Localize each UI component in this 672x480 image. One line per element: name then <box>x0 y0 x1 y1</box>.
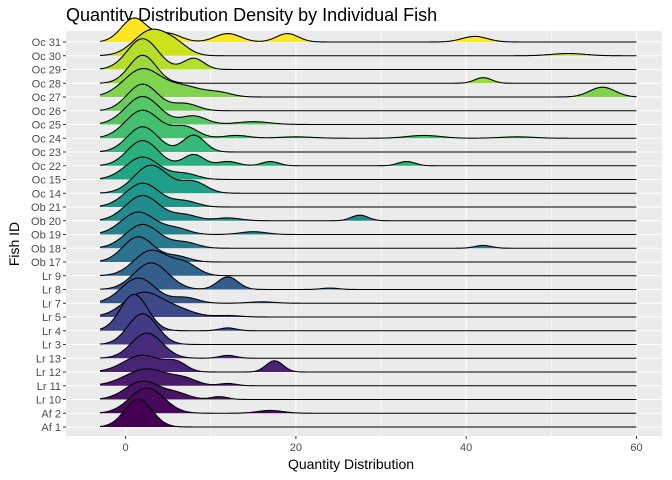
y-tick-label: Lr 4 <box>42 326 61 338</box>
y-axis-label: Fish ID <box>6 222 22 266</box>
y-tick-label: Ob 18 <box>31 243 61 255</box>
ridge-outline <box>100 28 637 57</box>
y-tick-label: Lr 7 <box>42 298 61 310</box>
ridge-outline <box>99 67 637 98</box>
ridge-outline <box>100 387 637 414</box>
x-tick-label: 60 <box>630 442 642 454</box>
y-tick-label: Oc 31 <box>32 37 61 49</box>
y-tick-label: Lr 11 <box>37 381 61 393</box>
ridge-outline <box>99 109 637 139</box>
ridge-outline <box>99 380 637 401</box>
chart-title: Quantity Distribution Density by Individ… <box>66 5 437 25</box>
y-tick-label: Oc 29 <box>32 65 61 77</box>
ridge-outline <box>99 126 637 153</box>
y-tick-label: Lr 10 <box>36 395 61 407</box>
ridge-fill <box>100 262 637 290</box>
ridge-af-1 <box>99 398 637 428</box>
y-tick-label: Oc 24 <box>32 133 61 145</box>
ridge-outline <box>99 83 637 112</box>
x-axis-ticks: 0 20 40 60 <box>123 436 643 454</box>
x-axis-label: Quantity Distribution <box>288 456 414 472</box>
ridge-oc-31 <box>99 17 637 43</box>
y-tick-label: Af 1 <box>41 422 61 434</box>
y-tick-label: Ob 21 <box>31 202 61 214</box>
y-tick-label: Lr 3 <box>42 340 61 352</box>
ridge-outline <box>99 38 637 71</box>
ridge-outline <box>99 398 637 428</box>
x-tick-label: 0 <box>123 442 129 454</box>
ridge-outline <box>100 313 637 346</box>
ridge-outline <box>100 332 637 359</box>
ridge-outline <box>99 368 637 387</box>
y-tick-label: Lr 12 <box>36 367 61 379</box>
ridge-outline <box>99 95 637 126</box>
y-tick-label: Oc 22 <box>32 161 61 173</box>
ridge-fill <box>100 399 637 427</box>
ridge-series <box>99 17 637 428</box>
ridge-fill <box>100 17 637 42</box>
y-tick-label: Oc 28 <box>32 78 61 90</box>
x-tick-label: 40 <box>460 442 472 454</box>
ridge-outline <box>99 293 637 332</box>
ridge-outline <box>99 236 637 263</box>
y-tick-label: Ob 19 <box>31 230 61 242</box>
ridge-outline <box>99 211 637 236</box>
y-tick-label: Lr 5 <box>42 312 61 324</box>
ridge-lr-13 <box>100 332 637 359</box>
x-tick-label: 20 <box>290 442 302 454</box>
ridge-outline <box>100 249 637 277</box>
ridge-outline <box>99 182 637 208</box>
ridge-outline <box>99 354 637 373</box>
ridge-lr-8 <box>100 262 637 291</box>
y-tick-label: Oc 26 <box>32 106 61 118</box>
ridge-outline <box>100 164 637 194</box>
ridge-outline <box>100 262 637 291</box>
ridge-outline <box>99 140 637 167</box>
ridge-lr-5 <box>99 291 637 318</box>
ridge-af-2 <box>100 387 637 414</box>
y-tick-label: Oc 30 <box>32 51 61 63</box>
y-tick-label: Ob 17 <box>31 257 61 269</box>
y-tick-label: Oc 14 <box>32 188 61 200</box>
ridge-outline <box>99 277 637 304</box>
ridge-outline <box>99 223 637 249</box>
y-tick-label: Lr 8 <box>42 285 61 297</box>
ridge-outline <box>100 54 637 84</box>
y-tick-label: Lr 13 <box>36 353 61 365</box>
ridge-outline <box>99 17 637 43</box>
y-tick-label: Oc 25 <box>32 120 61 132</box>
y-tick-label: Af 2 <box>41 408 61 420</box>
ridge-outline <box>99 194 637 222</box>
ridge-outline <box>99 291 637 318</box>
y-tick-label: Ob 20 <box>31 216 61 228</box>
ridge-outline <box>99 156 637 181</box>
y-tick-label: Oc 27 <box>32 92 61 104</box>
y-tick-label: Oc 23 <box>32 147 61 159</box>
y-tick-label: Oc 15 <box>32 175 61 187</box>
y-tick-label: Lr 9 <box>42 271 61 283</box>
